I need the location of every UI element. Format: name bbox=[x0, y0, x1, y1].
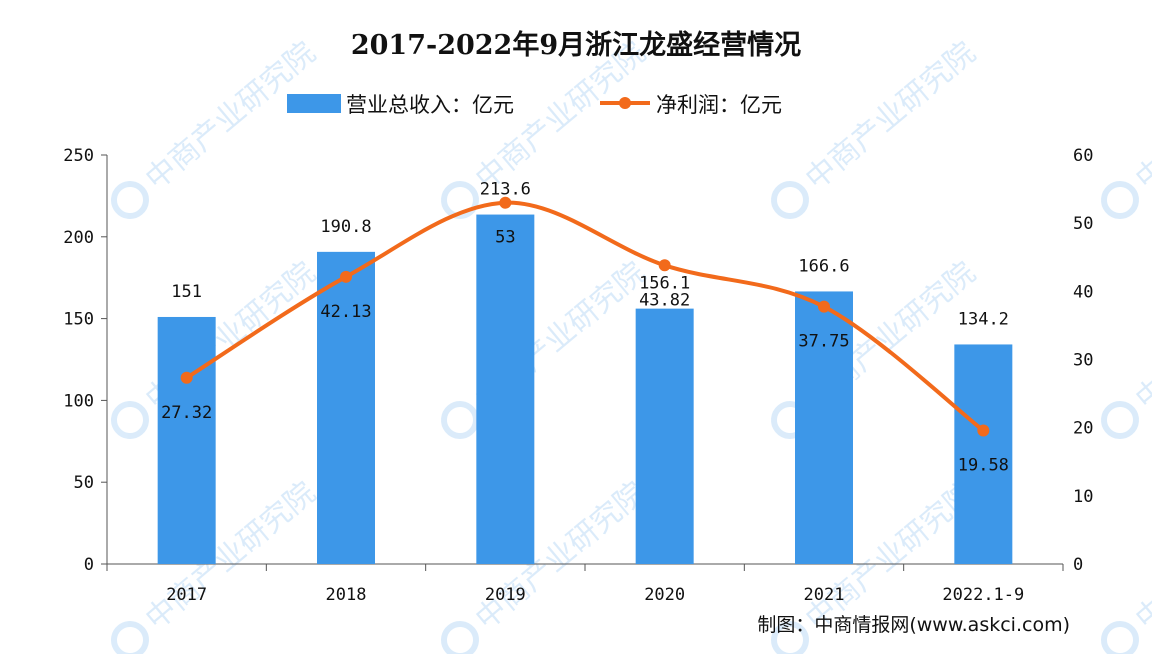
line-point bbox=[499, 196, 512, 209]
right-axis-tick-label: 60 bbox=[1073, 146, 1093, 166]
bar bbox=[954, 344, 1013, 564]
watermark-logo bbox=[771, 621, 809, 654]
left-axis-tick-label: 150 bbox=[63, 310, 94, 330]
x-axis-tick-label: 2021 bbox=[804, 585, 845, 605]
line-data-label: 43.82 bbox=[639, 290, 690, 310]
right-axis-tick-label: 20 bbox=[1073, 419, 1093, 439]
line-point bbox=[180, 371, 193, 384]
watermark: 中商产业研究院 bbox=[111, 35, 322, 219]
watermark-logo bbox=[1101, 401, 1139, 439]
left-axis-tick-label: 0 bbox=[84, 555, 94, 575]
x-axis-tick-label: 2017 bbox=[166, 585, 207, 605]
watermark-logo bbox=[111, 401, 149, 439]
x-axis-tick-label: 2019 bbox=[485, 585, 526, 605]
line-point bbox=[340, 270, 352, 283]
left-axis-tick-label: 250 bbox=[63, 146, 94, 166]
bar bbox=[157, 316, 216, 564]
watermark: 中商产业研究院 bbox=[771, 35, 982, 219]
bar bbox=[317, 251, 375, 564]
watermark-text: 中商产业研究院 bbox=[1129, 255, 1152, 417]
watermark: 中商产业研究院 bbox=[441, 475, 652, 654]
bar-data-label: 190.8 bbox=[320, 217, 371, 237]
right-axis-tick-label: 30 bbox=[1073, 351, 1093, 371]
x-axis-tick-label: 2022.1-9 bbox=[942, 585, 1024, 605]
watermark-logo bbox=[441, 181, 479, 219]
watermark: 中商产业研究院 bbox=[1101, 35, 1152, 219]
bar-data-label: 156.1 bbox=[639, 274, 690, 294]
line-data-label: 27.32 bbox=[161, 403, 212, 423]
bar-data-label: 134.2 bbox=[958, 309, 1009, 329]
right-axis-tick-label: 50 bbox=[1073, 214, 1093, 234]
watermark-logo bbox=[771, 181, 809, 219]
legend: 营业总收入：亿元 净利润：亿元 bbox=[287, 93, 782, 117]
watermark-logo bbox=[111, 621, 149, 654]
x-axis-tick-label: 2018 bbox=[326, 585, 367, 605]
right-axis-tick-label: 40 bbox=[1073, 282, 1093, 302]
left-axis-tick-label: 200 bbox=[63, 228, 94, 248]
bar-data-label: 213.6 bbox=[480, 180, 531, 200]
line-data-label: 37.75 bbox=[798, 332, 849, 352]
bar-data-label: 151 bbox=[171, 282, 202, 302]
watermark-text: 中商产业研究院 bbox=[139, 35, 322, 197]
left-axis-tick-label: 50 bbox=[74, 473, 94, 493]
bar-data-label: 166.6 bbox=[798, 256, 849, 276]
line-data-label: 53 bbox=[495, 228, 515, 248]
watermark-logo bbox=[441, 621, 479, 654]
left-axis-tick-label: 100 bbox=[63, 391, 94, 411]
bar bbox=[476, 214, 535, 564]
chart-title: 2017-2022年9月浙江龙盛经营情况 bbox=[351, 29, 801, 61]
legend-bar-swatch bbox=[287, 94, 341, 113]
watermark-logo bbox=[441, 401, 479, 439]
legend-line-marker bbox=[619, 97, 631, 109]
line-data-label: 19.58 bbox=[958, 456, 1009, 476]
bar bbox=[795, 291, 853, 564]
watermark-text: 中商产业研究院 bbox=[1129, 35, 1152, 197]
watermark-logo bbox=[1101, 181, 1139, 219]
line-data-label: 42.13 bbox=[320, 302, 371, 322]
line-point bbox=[658, 259, 671, 272]
line-point bbox=[977, 424, 990, 437]
bar bbox=[635, 308, 694, 564]
watermark: 中商产业研究院 bbox=[441, 255, 652, 439]
watermark-text: 中商产业研究院 bbox=[1129, 475, 1152, 637]
legend-line-label: 净利润：亿元 bbox=[656, 93, 782, 117]
right-axis-tick-label: 10 bbox=[1073, 487, 1093, 507]
legend-bar-label: 营业总收入：亿元 bbox=[346, 93, 514, 117]
watermark-logo bbox=[111, 181, 149, 219]
watermark-logo bbox=[1101, 621, 1139, 654]
watermark: 中商产业研究院 bbox=[441, 35, 652, 219]
watermark: 中商产业研究院 bbox=[1101, 475, 1152, 654]
line-point bbox=[818, 300, 830, 313]
watermark-text: 中商产业研究院 bbox=[799, 35, 982, 197]
net-profit-line bbox=[185, 200, 985, 433]
x-axis-tick-label: 2020 bbox=[644, 585, 685, 605]
source-credit: 制图：中商情报网(www.askci.com) bbox=[757, 614, 1070, 636]
watermark: 中商产业研究院 bbox=[1101, 255, 1152, 439]
right-axis-tick-label: 0 bbox=[1073, 555, 1083, 575]
